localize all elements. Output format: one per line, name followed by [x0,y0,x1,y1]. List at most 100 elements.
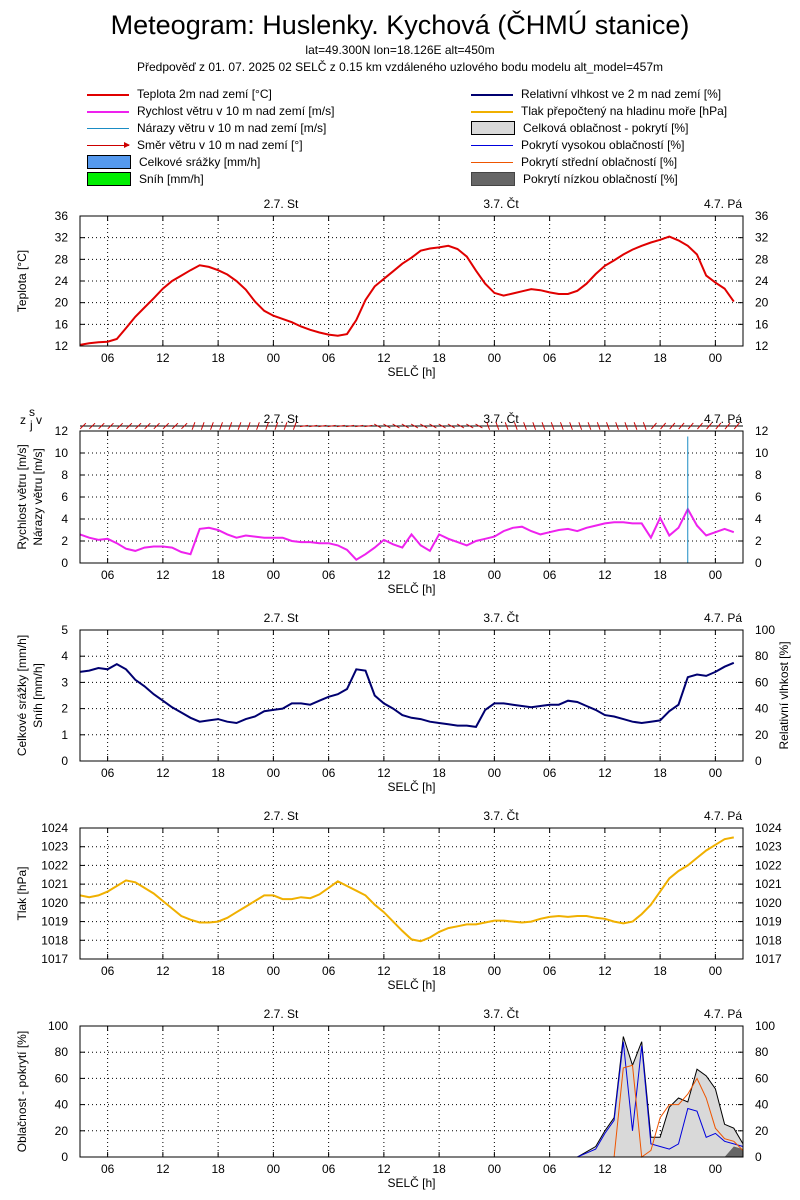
x-tick-label: 12 [598,964,612,978]
x-tick-label: 00 [267,351,281,365]
legend-label: Pokrytí nízkou oblačností [%] [523,172,678,186]
y-tick-label-right: 0 [755,754,762,768]
x-tick-label: 06 [322,351,336,365]
legend-swatch [87,172,131,186]
wind-direction-arrow [447,423,456,429]
y-tick-label: 60 [55,1071,69,1085]
x-tick-label: 06 [543,568,557,582]
wind-direction-arrow [274,422,279,430]
legend-item: Sníh [mm/h] [87,171,204,187]
legend-label: Relativní vlhkost ve 2 m nad zemí [%] [521,87,722,101]
day-label: 2.7. St [264,412,299,426]
wind-direction-arrow [615,422,619,430]
y-tick-label-right: 1020 [755,896,782,910]
wind-direction-arrow [256,422,260,430]
wind-direction-arrow [327,424,336,428]
legend-item: Směr větru v 10 m nad zemí [°] [87,137,303,153]
legend-swatch [471,121,515,135]
legend-item: Pokrytí vysokou oblačností [%] [471,137,684,153]
x-tick-label: 18 [211,964,225,978]
y-tick-label: 1021 [41,877,68,891]
x-tick-label: 06 [322,964,336,978]
x-tick-label: 06 [101,964,115,978]
wind-direction-arrow [429,423,437,429]
humidity-line [79,661,735,728]
legend-swatch [87,155,131,169]
y-tick-label-right: 1019 [755,915,782,929]
legend-label: Nárazy větru v 10 m nad zemí [m/s] [137,121,327,135]
x-tick-label: 12 [598,766,612,780]
legend-item: Celková oblačnost - pokrytí [%] [471,120,688,136]
day-label: 2.7. St [264,1007,299,1021]
wind-direction-arrow [706,422,713,430]
legend-swatch [471,172,515,186]
legend-swatch [471,93,513,96]
wind-direction-arrow [550,422,555,430]
y-tick-label-right: 100 [755,1019,775,1033]
y-tick-label: 20 [55,1124,69,1138]
x-tick-label: 06 [101,1162,115,1176]
plot-frame [79,215,744,347]
x-tick-label: 06 [543,964,557,978]
wind-direction-arrow [687,422,694,430]
x-tick-label: 18 [432,964,446,978]
x-tick-label: 12 [377,1162,391,1176]
y-tick-label-right: 40 [755,1098,769,1112]
wind-direction-arrow [89,422,96,430]
x-tick-label: 18 [211,766,225,780]
y-tick-label-right: 1022 [755,858,782,872]
wind-direction-arrow [559,422,564,430]
y-tick-label: 20 [55,296,69,310]
x-tick-label: 06 [543,351,557,365]
wind-direction-arrow [569,422,573,430]
wind-direction-arrow [153,422,160,430]
wind-direction-arrow [135,422,142,430]
y-tick-label: 32 [55,231,69,245]
x-tick-label: 12 [156,766,170,780]
y-tick-label-right: 4 [755,512,762,526]
x-axis-label: SELČ [h] [387,977,435,992]
wind-direction-arrow [669,422,676,430]
y-tick-label: 1017 [41,952,68,966]
x-tick-label: 06 [543,766,557,780]
wind-direction-arrow [116,422,124,430]
wind-direction-arrow [541,422,546,430]
legend-label: Sníh [mm/h] [139,172,204,186]
x-tick-label: 18 [432,351,446,365]
y-tick-label: 16 [55,317,69,331]
wind-direction-arrow [438,423,446,429]
day-label: 3.7. Čt [483,610,519,625]
page-title: Meteogram: Huslenky. Kychová (ČHMÚ stani… [110,10,690,40]
x-tick-label: 18 [432,1162,446,1176]
x-tick-label: 18 [432,568,446,582]
legend-item: Rychlost větru v 10 m nad zemí [m/s] [87,103,334,119]
y-tick-label: 12 [55,424,69,438]
wind-direction-arrow [219,422,223,430]
wind-direction-arrow [697,422,703,430]
wind-direction-arrow [596,422,601,430]
y-tick-label-right: 20 [755,728,769,742]
wind-direction-arrow [587,422,592,430]
y-axis-label: Celkové srážky [mm/h] [15,635,29,756]
x-tick-label: 06 [543,1162,557,1176]
y-tick-label-right: 1021 [755,877,782,891]
y-axis-label: Tlak [hPa] [15,866,29,920]
wind-speed-line [79,506,735,561]
x-tick-label: 12 [156,1162,170,1176]
x-tick-label: 00 [709,351,723,365]
y-tick-label: 2 [61,534,68,548]
x-tick-label: 12 [598,1162,612,1176]
y-tick-label: 6 [61,490,68,504]
x-tick-label: 12 [156,964,170,978]
wind-dir-label-s: s [29,405,35,419]
y-tick-label-right: 60 [755,675,769,689]
y-axis-label-2: Sníh [mm/h] [31,663,45,728]
y-tick-label: 12 [55,339,69,353]
day-label: 3.7. Čt [483,808,519,823]
x-tick-label: 18 [653,568,667,582]
legend-item: Relativní vlhkost ve 2 m nad zemí [%] [471,86,721,102]
wind-direction-arrow [318,424,327,428]
x-tick-label: 06 [322,1162,336,1176]
y-tick-label: 1023 [41,840,68,854]
wind-direction-arrow [678,422,685,430]
